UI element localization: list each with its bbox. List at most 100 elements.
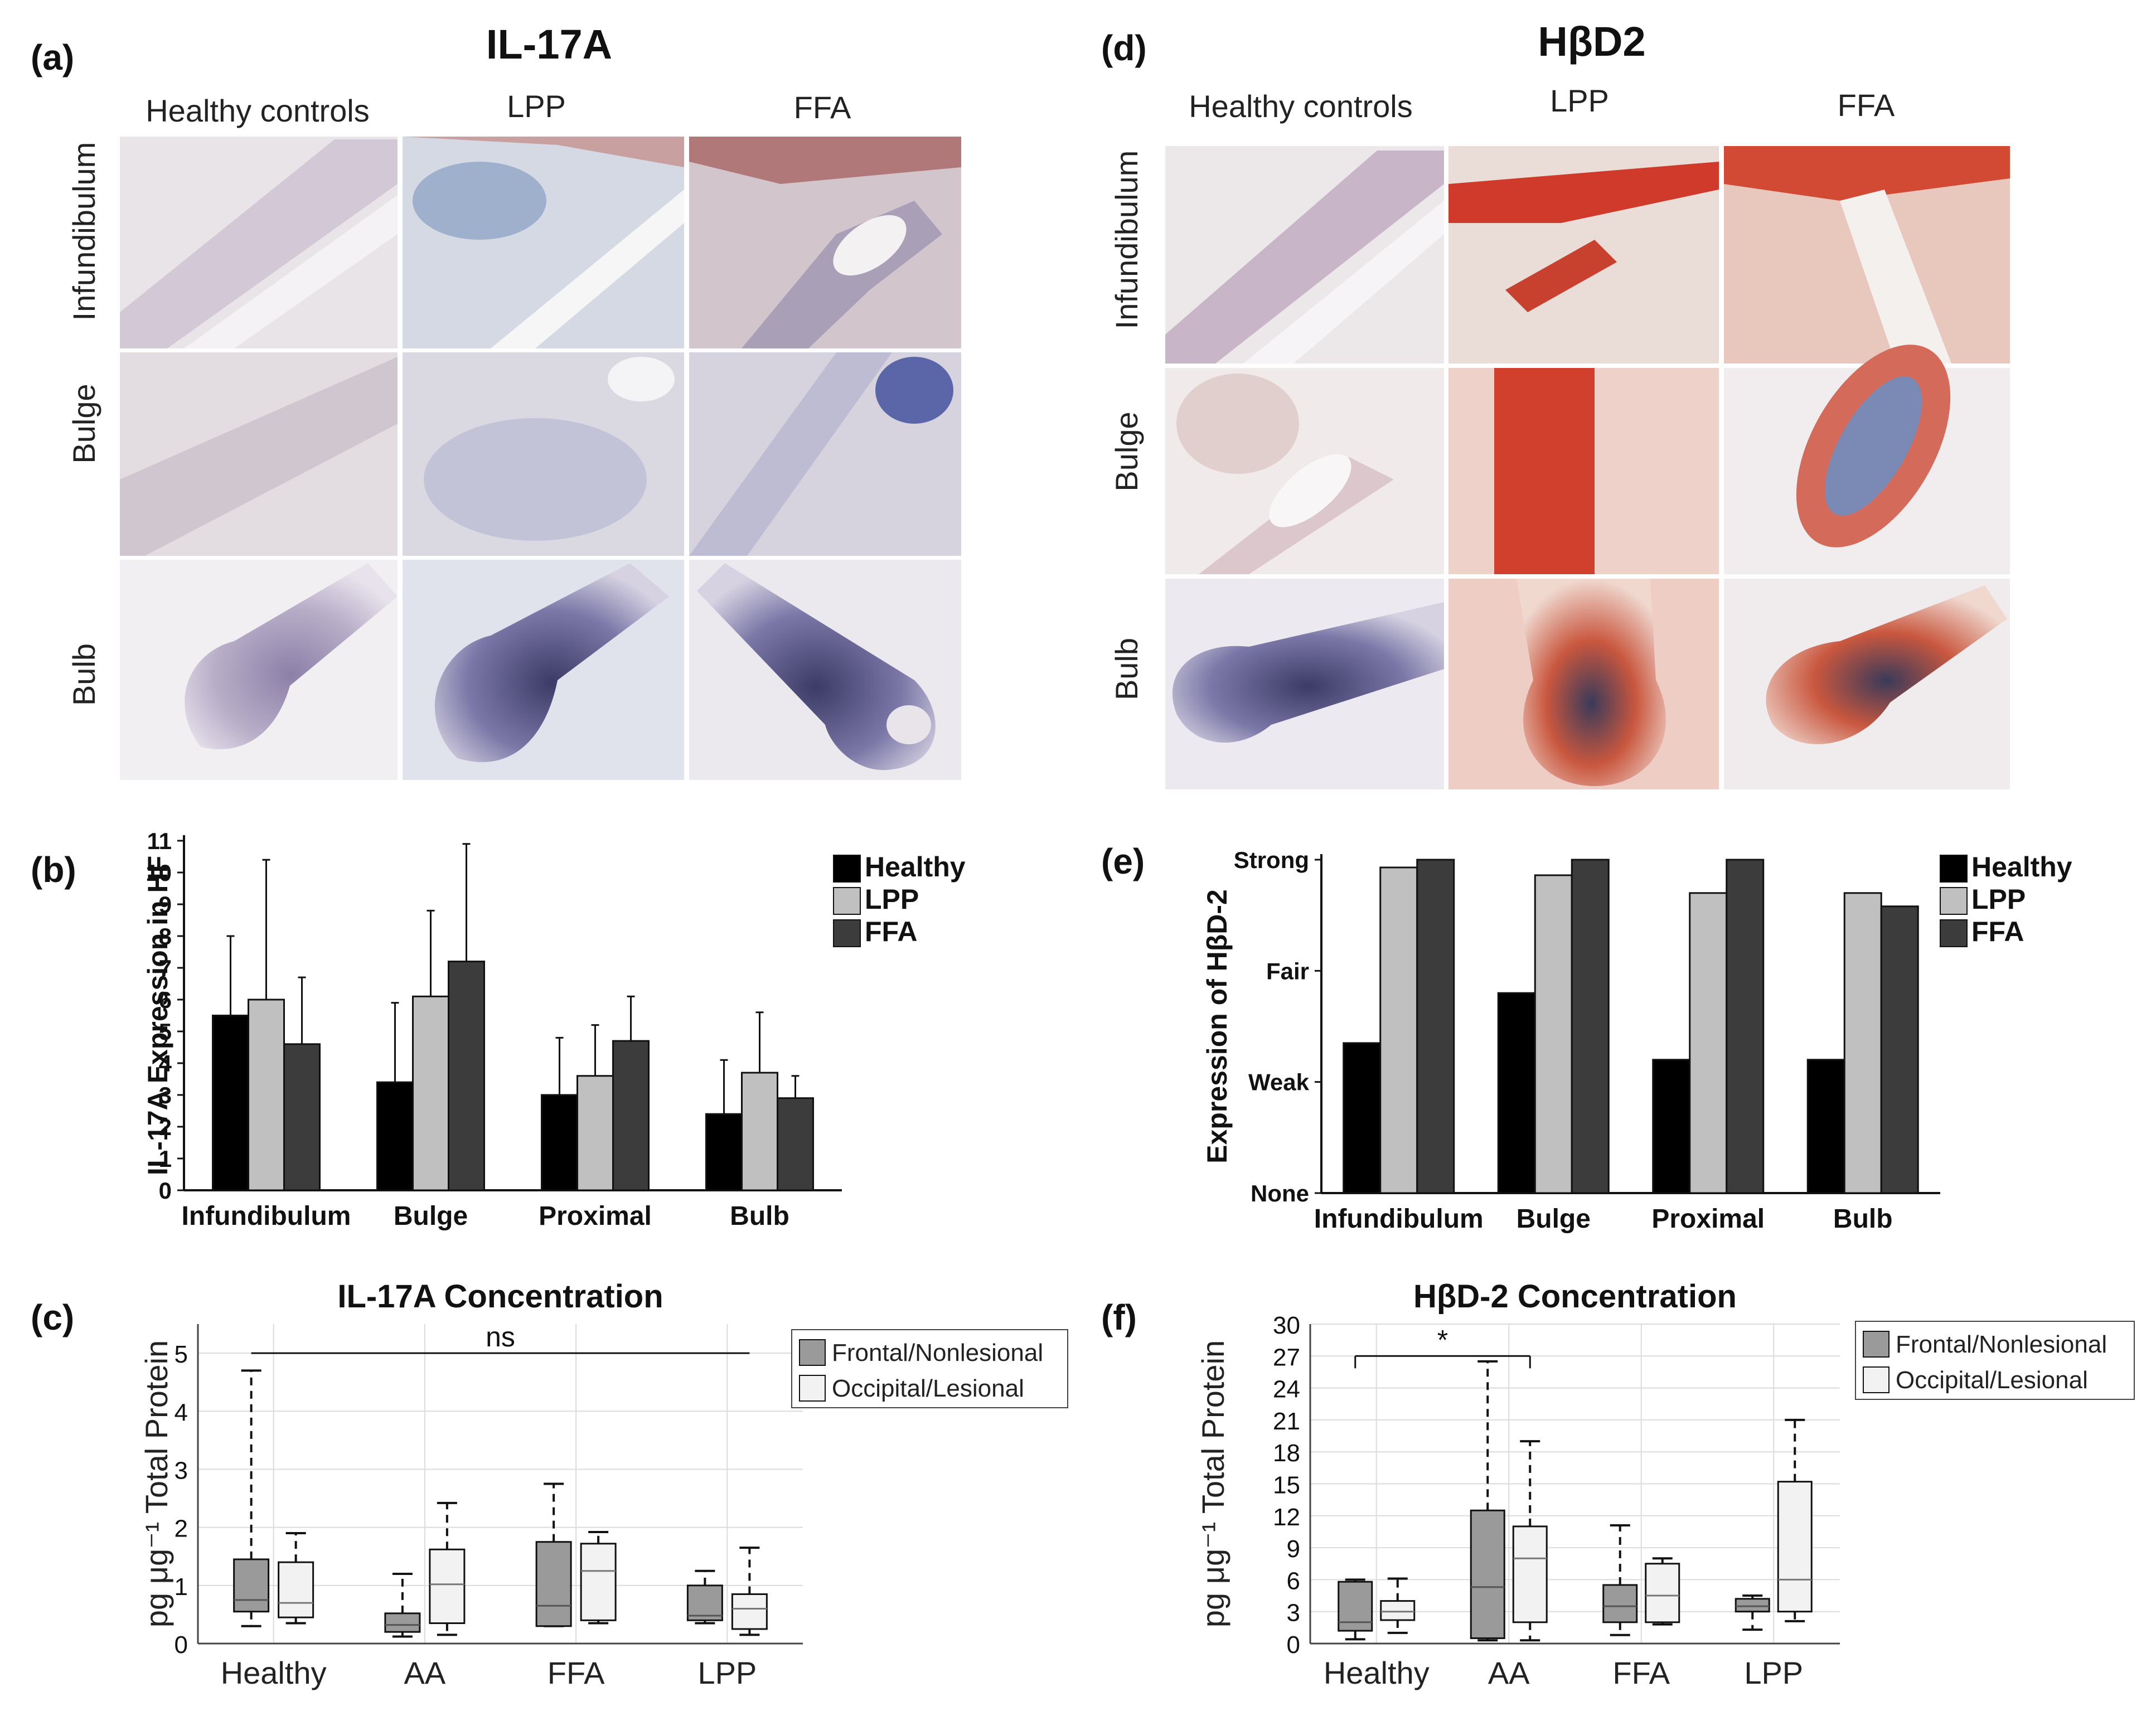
y-tick-label: 30 <box>1273 1312 1300 1339</box>
x-category-label: Bulge <box>1517 1204 1591 1234</box>
box-frontal-ffa <box>535 1541 572 1627</box>
chart-c-il17a-concentration: IL-17A Concentration 0 1 2 3 4 5 Healthy AA FFA LP… <box>139 1278 1068 1690</box>
x-category-label: FFA <box>548 1655 605 1690</box>
histology-image-a-ffa-bulge <box>689 352 961 556</box>
y-tick-label: 9 <box>159 891 172 918</box>
bar-ffa-bulb <box>777 1097 814 1191</box>
box-occipital-lpp <box>1777 1481 1813 1613</box>
y-tick-label: 0 <box>175 1631 188 1659</box>
chart-title: IL-17A Concentration <box>337 1278 663 1315</box>
y-tick-label: Weak <box>1248 1069 1310 1096</box>
panel-d-title: HβD2 <box>1538 18 1645 65</box>
x-category-label: Infundibulum <box>1314 1204 1484 1234</box>
bar-healthy-proximal <box>1652 1059 1691 1194</box>
histology-image-d-ffa-bulb <box>1724 579 2010 789</box>
bar-healthy-infundibulum <box>1343 1042 1382 1194</box>
y-tick-label: 4 <box>175 1399 188 1426</box>
bar-healthy-bulb <box>705 1113 743 1191</box>
x-category-label: AA <box>404 1655 446 1690</box>
box-frontal-ffa <box>1602 1584 1638 1623</box>
y-tick-label: 0 <box>159 1177 172 1204</box>
y-tick-label: Fair <box>1266 958 1309 984</box>
y-tick-label: 3 <box>175 1457 188 1484</box>
bar-lpp-infundibulum <box>1379 866 1418 1194</box>
bar-lpp-bulge <box>1534 874 1573 1194</box>
legend-box <box>791 1329 1068 1408</box>
legend-label-ffa: FFA <box>1971 916 2024 947</box>
y-tick-label: 24 <box>1273 1376 1300 1403</box>
histology-image-d-ffa-infundibulum <box>1724 146 2010 363</box>
legend-box <box>1855 1321 2135 1400</box>
box-frontal-aa <box>1470 1509 1505 1639</box>
bar-lpp-proximal <box>1689 892 1728 1194</box>
panel-c-letter: (c) <box>31 1297 74 1337</box>
legend-swatch-healthy <box>833 855 861 883</box>
y-tick-label: 7 <box>159 955 172 981</box>
y-tick-label: 2 <box>159 1114 172 1140</box>
legend-swatch-occipital <box>1863 1366 1889 1393</box>
bar-lpp-bulb <box>741 1072 778 1191</box>
y-tick-label: 6 <box>1287 1567 1300 1594</box>
x-category-label: Healthy <box>1324 1655 1430 1690</box>
legend-label-lpp: LPP <box>1971 884 2026 915</box>
y-axis-label: Expression of HβD-2 <box>1201 889 1233 1164</box>
legend-label-lpp: LPP <box>865 884 919 915</box>
histology-grid-il17a: Healthy controls LPP FFA Infundibulum Bu… <box>66 89 961 780</box>
bar-healthy-bulb <box>1806 1059 1845 1194</box>
y-tick-label: Strong <box>1234 847 1309 873</box>
y-tick-label: 1 <box>175 1573 188 1601</box>
box-occipital-healthy <box>278 1561 314 1618</box>
y-tick-label: 27 <box>1273 1344 1300 1371</box>
x-category-label: Proximal <box>1651 1204 1765 1234</box>
bar-ffa-bulb <box>1880 905 1919 1194</box>
row-header-bulge-d: Bulge <box>1109 411 1144 491</box>
col-header-ffa: FFA <box>794 90 851 125</box>
bar-healthy-infundibulum <box>212 1015 249 1191</box>
y-tick-label: 5 <box>175 1341 188 1368</box>
x-category-label: FFA <box>1612 1655 1670 1690</box>
y-tick-label: None <box>1251 1180 1309 1206</box>
col-header-lpp: LPP <box>507 89 566 124</box>
col-header-ffa-d: FFA <box>1838 88 1895 123</box>
box-occipital-healthy <box>1380 1600 1416 1621</box>
bar-ffa-infundibulum <box>283 1043 321 1191</box>
bar-ffa-infundibulum <box>1416 859 1455 1194</box>
box-occipital-aa <box>1512 1525 1548 1623</box>
panel-f-letter: (f) <box>1101 1297 1137 1337</box>
legend-swatch-ffa <box>1940 919 1968 947</box>
bar-lpp-bulge <box>412 995 449 1191</box>
bar-lpp-bulb <box>1843 892 1882 1194</box>
col-header-lpp-d: LPP <box>1550 83 1609 118</box>
panel-e-letter: (e) <box>1101 841 1145 881</box>
y-tick-label: 12 <box>1273 1504 1300 1531</box>
histology-image-a-healthy-infundibulum <box>120 137 398 348</box>
histology-image-a-lpp-infundibulum <box>403 137 684 348</box>
y-tick-label: 2 <box>175 1515 188 1543</box>
legend-label-frontal: Frontal/Nonlesional <box>832 1339 1043 1366</box>
x-category-label: Infundibulum <box>182 1201 351 1231</box>
x-category-label: Bulb <box>730 1201 789 1231</box>
bar-healthy-proximal <box>541 1094 578 1191</box>
y-axis-label: pg μg⁻¹ Total Protein <box>139 1340 174 1627</box>
col-header-healthy: Healthy controls <box>146 93 370 128</box>
y-tick-label: 10 <box>146 860 172 886</box>
legend-label-occipital: Occipital/Lesional <box>1896 1366 2088 1394</box>
y-tick-label: 3 <box>159 1082 172 1108</box>
bar-ffa-bulge <box>1571 859 1610 1194</box>
legend-swatch-lpp <box>1940 887 1968 915</box>
histology-image-a-ffa-infundibulum <box>689 137 961 348</box>
legend-swatch-ffa <box>833 919 861 947</box>
box-occipital-ffa <box>580 1543 617 1621</box>
bar-healthy-bulge <box>1497 992 1536 1194</box>
box-frontal-lpp <box>1735 1598 1770 1613</box>
box-frontal-lpp <box>686 1584 723 1621</box>
box-frontal-aa <box>384 1612 421 1633</box>
y-tick-label: 5 <box>159 1019 172 1045</box>
legend-label-occipital: Occipital/Lesional <box>832 1375 1024 1402</box>
histology-image-a-lpp-bulge <box>403 352 684 556</box>
x-category-label: Proximal <box>539 1201 652 1231</box>
histology-image-d-lpp-bulb <box>1448 579 1719 789</box>
y-tick-label: 15 <box>1273 1472 1300 1499</box>
